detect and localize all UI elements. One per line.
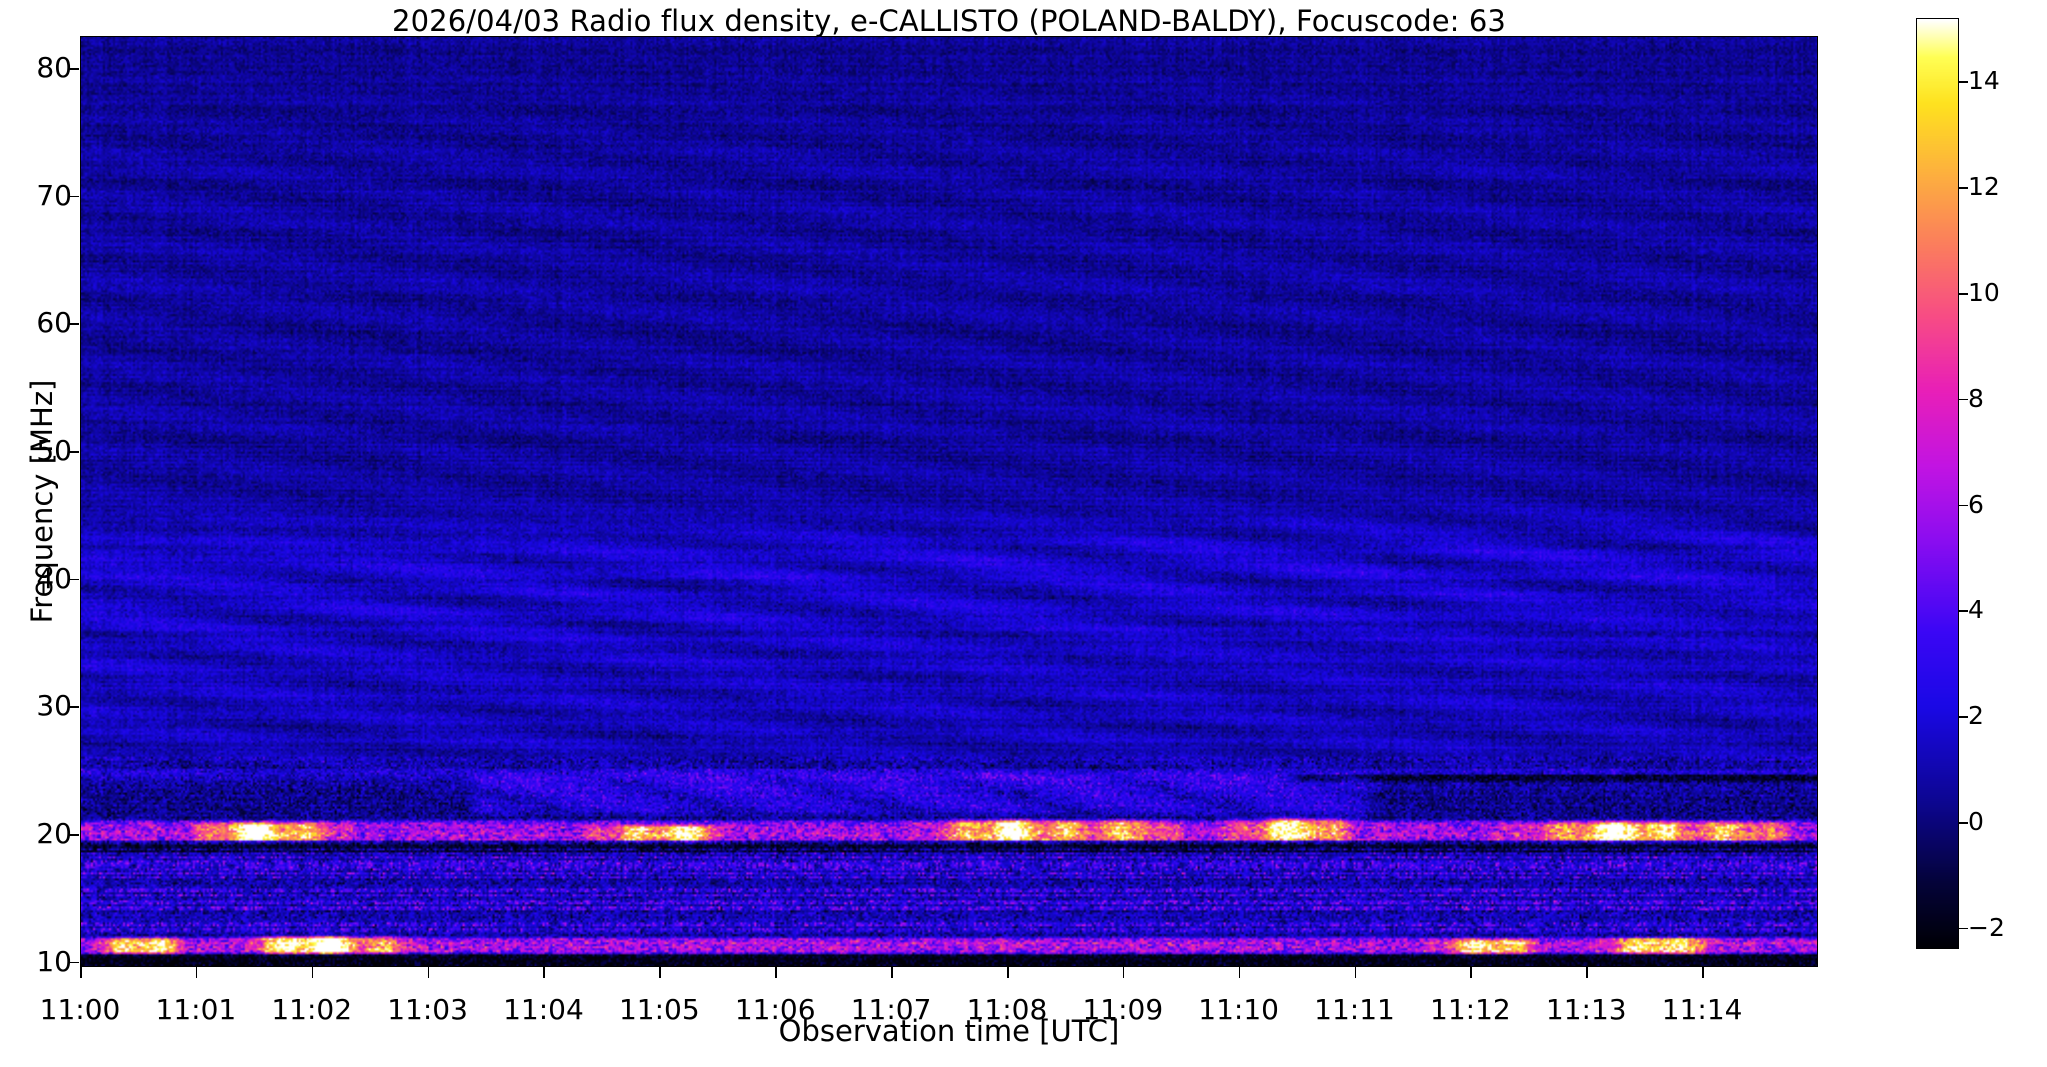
x-tick-label: 11:12 <box>1430 993 1511 1026</box>
colorbar-tick-mark <box>1959 504 1968 507</box>
y-tick-label: 70 <box>36 178 72 212</box>
y-axis-ticks: 80 70 60 50 40 30 20 10 <box>0 0 79 1067</box>
x-tick-mark <box>195 967 198 978</box>
colorbar-tick-mark <box>1959 398 1968 401</box>
colorbar-tick-label: 8 <box>1968 383 1984 413</box>
colorbar-ticks: 14 12 10 8 6 4 2 0 −2 <box>1916 0 2046 1067</box>
x-tick-label: 11:14 <box>1661 993 1743 1026</box>
colorbar-gradient <box>1917 19 1958 948</box>
spectrogram-plot-area[interactable] <box>80 36 1818 967</box>
y-tick-mark <box>68 706 79 709</box>
y-tick-mark <box>68 578 79 581</box>
spectrogram-image <box>81 37 1817 966</box>
x-tick-label: 11:08 <box>966 993 1048 1026</box>
y-tick-label: 30 <box>36 689 72 723</box>
y-axis-label: Frequency [MHz] <box>25 379 59 624</box>
x-tick-mark <box>1586 967 1588 978</box>
x-tick-label: 11:06 <box>734 993 816 1026</box>
x-tick-label: 11:07 <box>850 993 932 1026</box>
x-tick-label: 11:02 <box>271 993 353 1026</box>
x-tick-mark <box>775 967 777 978</box>
x-tick-mark <box>311 967 314 978</box>
x-tick-mark <box>1470 967 1472 978</box>
x-tick-mark <box>1122 967 1125 978</box>
x-tick-label: 11:01 <box>155 993 237 1026</box>
colorbar[interactable] <box>1916 18 1959 949</box>
x-tick-label: 11:13 <box>1545 993 1627 1026</box>
y-tick-label: 40 <box>36 561 72 595</box>
colorbar-tick-mark <box>1959 187 1968 189</box>
x-tick-mark <box>659 967 661 978</box>
x-tick-mark <box>80 967 82 978</box>
colorbar-tick-label: 6 <box>1968 489 1984 519</box>
colorbar-tick-label: 2 <box>1968 701 1984 731</box>
x-tick-label: 11:05 <box>618 993 700 1026</box>
y-tick-label: 20 <box>36 817 72 851</box>
colorbar-tick-label: 12 <box>1968 172 2000 202</box>
y-tick-mark <box>68 67 79 70</box>
colorbar-tick-mark <box>1959 716 1968 718</box>
colorbar-tick-mark <box>1959 81 1968 83</box>
colorbar-tick-mark <box>1959 293 1968 295</box>
y-tick-mark <box>68 961 79 964</box>
x-tick-label: 11:04 <box>503 993 584 1026</box>
x-tick-mark <box>1702 967 1704 978</box>
x-tick-mark <box>1006 967 1009 978</box>
y-tick-mark <box>68 323 79 325</box>
x-tick-mark <box>1238 967 1241 978</box>
figure-title: 2026/04/03 Radio flux density, e-CALLIST… <box>392 4 1506 38</box>
x-tick-label: 11:00 <box>39 993 121 1026</box>
y-tick-label: 50 <box>36 434 72 468</box>
y-tick-mark <box>68 451 79 453</box>
x-tick-mark <box>427 967 430 978</box>
colorbar-tick-label: −2 <box>1968 912 2005 942</box>
x-tick-label: 11:03 <box>387 993 468 1026</box>
x-tick-label: 11:09 <box>1082 993 1164 1026</box>
colorbar-tick-mark <box>1959 610 1968 612</box>
x-axis-ticks: 11:00 11:01 11:02 11:03 11:04 11:05 11:06 11:07… <box>0 967 2047 1027</box>
colorbar-tick-label: 14 <box>1968 66 2000 96</box>
x-tick-mark <box>1354 967 1357 978</box>
colorbar-tick-label: 0 <box>1968 807 1984 837</box>
colorbar-tick-mark <box>1959 927 1968 930</box>
y-tick-mark <box>68 834 79 836</box>
colorbar-tick-mark <box>1959 822 1968 824</box>
colorbar-label: dB above background <box>2044 324 2047 643</box>
x-axis-label: Observation time [UTC] <box>778 1014 1120 1048</box>
y-tick-label: 60 <box>36 306 72 340</box>
x-tick-label: 11:11 <box>1314 993 1395 1026</box>
x-tick-mark <box>891 967 893 978</box>
x-tick-label: 11:10 <box>1198 993 1279 1026</box>
x-tick-mark <box>543 967 546 978</box>
colorbar-tick-label: 4 <box>1968 595 1984 625</box>
y-tick-label: 80 <box>36 50 72 84</box>
colorbar-tick-label: 10 <box>1968 278 2000 308</box>
y-tick-label: 10 <box>36 944 72 978</box>
y-tick-mark <box>68 195 79 198</box>
